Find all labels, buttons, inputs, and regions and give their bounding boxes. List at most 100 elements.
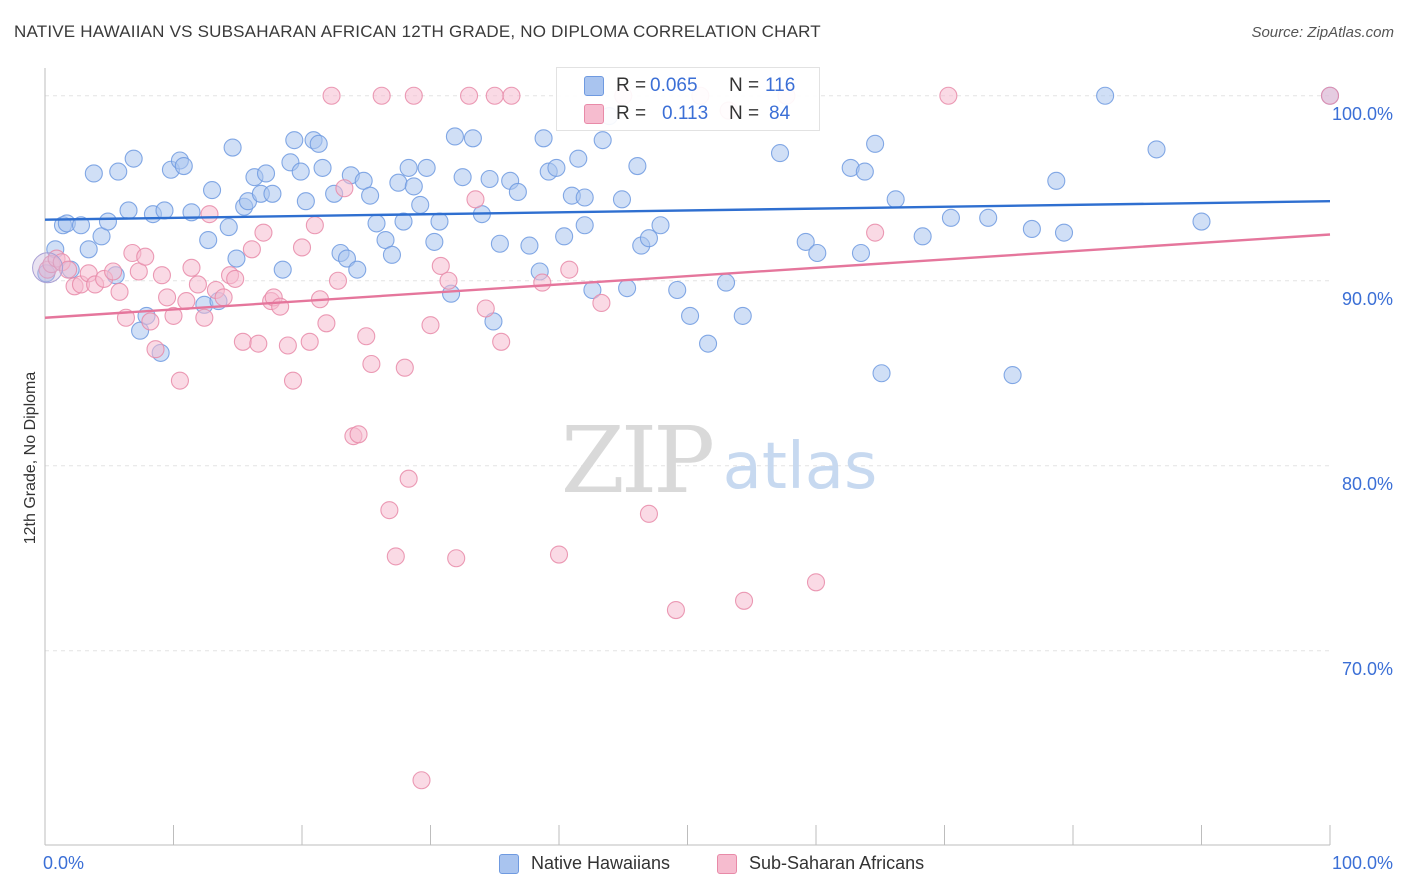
trend-line-native-hawaiians [44,200,1331,221]
point-subsaharan-african [305,216,324,235]
point-subsaharan-african [271,297,290,316]
point-native-hawaiian [808,243,827,263]
point-subsaharan-african [141,312,160,331]
point-native-hawaiian [417,158,436,177]
point-native-hawaiian [733,306,752,325]
point-native-hawaiian [520,236,539,255]
point-subsaharan-african [639,504,659,523]
point-native-hawaiian [411,195,430,214]
point-native-hawaiian [109,162,128,181]
point-subsaharan-african [136,247,155,266]
point-native-hawaiian [361,186,380,205]
point-subsaharan-african [806,573,826,592]
point-subsaharan-african [200,205,219,224]
point-native-hawaiian [1054,223,1074,242]
point-native-hawaiian [273,260,292,279]
point-subsaharan-african [560,260,579,279]
point-native-hawaiian [382,245,402,264]
point-native-hawaiian [534,129,553,148]
point-native-hawaiian [453,168,472,187]
point-subsaharan-african [164,306,183,325]
point-native-hawaiian [84,164,103,183]
point-subsaharan-african [283,371,303,390]
point-native-hawaiian [119,201,138,220]
point-subsaharan-african [404,86,423,105]
point-native-hawaiian [593,131,612,150]
legend-n-value: 84 [769,103,791,124]
legend-row-subsaharan-africans: R = 0.113 N = 84 [557,100,819,128]
point-subsaharan-african [195,308,214,327]
point-native-hawaiian [886,190,905,209]
correlation-legend: R = 0.065 N = 116 R = 0.113 N = 84 [556,67,820,131]
legend-swatch-blue [584,76,604,96]
point-subsaharan-african [357,327,376,346]
x-tick-label-left: 0.0% [43,853,84,873]
point-native-hawaiian [716,273,736,292]
point-subsaharan-african [188,275,207,294]
point-subsaharan-african [459,86,479,105]
point-native-hawaiian [1003,366,1022,385]
point-native-hawaiian [309,134,328,153]
point-subsaharan-african [214,288,233,307]
bottom-swatch-pink [717,854,737,874]
trend-line-subsaharan-africans [44,233,1331,319]
point-subsaharan-african [395,358,414,377]
point-subsaharan-african [939,86,958,105]
point-subsaharan-african [328,271,348,290]
point-subsaharan-african [734,591,754,610]
point-native-hawaiian [575,188,594,207]
point-subsaharan-african [666,600,685,620]
point-native-hawaiian [98,212,118,231]
bottom-swatch-blue [499,854,519,874]
point-native-hawaiian [628,157,647,176]
point-subsaharan-african [466,190,485,209]
point-subsaharan-african [431,256,450,276]
point-native-hawaiian [855,162,874,181]
point-native-hawaiian [313,158,332,177]
point-native-hawaiian [851,243,871,263]
point-subsaharan-african [110,282,129,301]
point-native-hawaiian [203,181,222,200]
point-native-hawaiian [79,240,98,259]
point-native-hawaiian [699,334,718,353]
point-native-hawaiian [394,212,413,231]
point-native-hawaiian [174,157,193,176]
point-native-hawaiian [256,164,276,183]
point-subsaharan-african [146,340,165,359]
axes [44,68,1331,846]
point-native-hawaiian [681,306,700,325]
point-cluster-overlap [32,252,64,284]
y-tick-label: 80.0% [1342,474,1393,494]
point-native-hawaiian [1147,140,1166,159]
point-native-hawaiian [618,279,637,298]
y-tick-label: 100.0% [1332,104,1393,124]
point-subsaharan-african [254,223,273,242]
point-native-hawaiian [480,169,499,189]
point-native-hawaiian [227,249,246,268]
point-native-hawaiian [404,177,423,196]
point-native-hawaiian [941,208,960,227]
point-native-hawaiian [155,201,174,220]
point-subsaharan-african [866,223,885,242]
point-native-hawaiian [337,249,357,268]
point-native-hawaiian [668,280,687,300]
point-native-hawaiian [569,149,588,168]
legend-r-label: R = [616,103,647,124]
legend-n-label: N = [729,75,760,96]
legend-swatch-pink [584,104,604,124]
point-native-hawaiian [263,184,282,203]
x-tick-label-right: 100.0% [1332,853,1393,873]
point-native-hawaiian [463,129,482,148]
point-native-hawaiian [348,260,367,279]
point-subsaharan-african [476,299,495,318]
point-native-hawaiian [555,227,574,246]
chart-source: Source: ZipAtlas.com [1251,24,1394,41]
point-subsaharan-african [362,354,381,374]
point-native-hawaiian [1047,171,1066,190]
legend-r-value: 0.113 [662,103,709,124]
point-subsaharan-african [549,545,569,564]
point-native-hawaiian [639,229,659,248]
point-subsaharan-african [233,332,252,351]
point-subsaharan-african [1320,86,1340,105]
